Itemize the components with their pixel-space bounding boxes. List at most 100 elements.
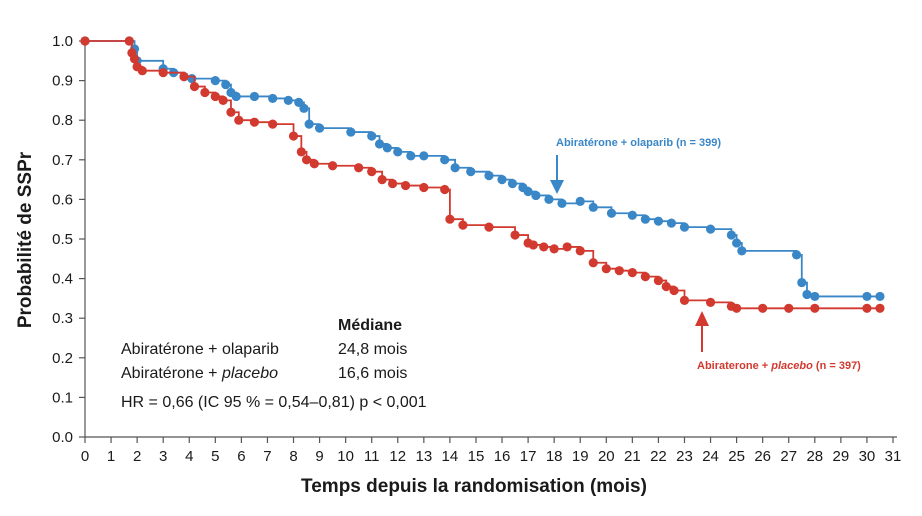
y-tick-label: 0.7 bbox=[52, 152, 73, 169]
censor-point bbox=[382, 143, 392, 153]
censor-point bbox=[210, 76, 220, 86]
censor-point bbox=[288, 131, 299, 141]
censor-point bbox=[221, 79, 231, 90]
censor-point bbox=[679, 222, 690, 232]
censor-point bbox=[377, 175, 387, 185]
series-layer bbox=[80, 36, 885, 313]
censor-point bbox=[328, 161, 338, 171]
censor-point bbox=[627, 268, 637, 278]
censor-point bbox=[249, 91, 260, 102]
censor-point bbox=[268, 119, 278, 129]
censor-point bbox=[507, 178, 518, 189]
censor-point bbox=[705, 297, 716, 307]
censor-point bbox=[249, 117, 260, 127]
censor-point bbox=[791, 250, 802, 260]
y-tick-label: 0.2 bbox=[52, 350, 73, 367]
x-tick-label: 9 bbox=[315, 448, 323, 465]
censor-point bbox=[440, 184, 450, 195]
censor-point bbox=[419, 182, 429, 193]
censor-point bbox=[367, 167, 377, 177]
censor-point bbox=[440, 155, 450, 165]
x-tick-label: 29 bbox=[833, 448, 850, 465]
x-tick-label: 25 bbox=[728, 448, 745, 465]
x-tick-label: 15 bbox=[468, 448, 485, 465]
censor-point bbox=[124, 36, 134, 46]
censor-point bbox=[705, 224, 716, 234]
x-tick-label: 0 bbox=[81, 448, 89, 465]
censor-point bbox=[601, 264, 611, 274]
series-line-0 bbox=[85, 40, 880, 298]
x-tick-label: 6 bbox=[237, 448, 245, 465]
censor-point bbox=[669, 285, 679, 296]
censor-point bbox=[387, 178, 398, 189]
censor-point bbox=[875, 303, 885, 313]
censor-point bbox=[544, 194, 554, 204]
censor-point bbox=[614, 266, 624, 276]
censor-point bbox=[784, 303, 794, 313]
legend-placebo-italic: placebo bbox=[221, 365, 278, 382]
placebo-arrow bbox=[695, 311, 709, 352]
censor-point bbox=[549, 244, 559, 254]
placebo-series-label-italic: placebo bbox=[770, 360, 813, 372]
censor-point bbox=[862, 291, 872, 302]
legend-placebo: Abiratérone + placebo bbox=[121, 365, 278, 382]
y-tick-label: 0.3 bbox=[52, 310, 73, 327]
censor-point bbox=[523, 186, 533, 197]
x-tick-label: 26 bbox=[754, 448, 771, 465]
censor-point bbox=[737, 246, 747, 256]
censor-point bbox=[510, 230, 520, 240]
censor-point bbox=[875, 291, 885, 302]
censor-point bbox=[314, 123, 325, 133]
x-tick-label: 23 bbox=[676, 448, 693, 465]
x-tick-label: 12 bbox=[389, 448, 406, 465]
censor-point bbox=[802, 289, 812, 300]
olaparib-arrow bbox=[550, 155, 564, 194]
x-tick-label: 20 bbox=[598, 448, 615, 465]
axes: 0.00.10.20.30.40.50.60.70.80.91.00 1 2 3 4 5 6… bbox=[52, 33, 901, 465]
y-tick-label: 0.6 bbox=[52, 191, 73, 208]
x-tick-label: 10 bbox=[337, 448, 354, 465]
legend-placebo-pre: Abiratérone + bbox=[121, 365, 222, 382]
censor-point bbox=[80, 36, 90, 46]
median-placebo: 16,6 mois bbox=[338, 365, 407, 382]
censor-point bbox=[497, 175, 507, 185]
censor-point bbox=[653, 275, 664, 286]
x-tick-label: 21 bbox=[624, 448, 641, 465]
censor-point bbox=[726, 230, 737, 240]
x-tick-label: 18 bbox=[546, 448, 563, 465]
censor-point bbox=[562, 242, 572, 252]
censor-point bbox=[210, 91, 220, 102]
x-tick-label: 24 bbox=[702, 448, 719, 465]
x-tick-label: 31 bbox=[885, 448, 902, 465]
placebo-series-label-pre: Abiraterone + bbox=[697, 360, 771, 372]
censor-point bbox=[200, 87, 210, 98]
y-tick-label: 0.8 bbox=[52, 112, 73, 129]
censor-point bbox=[296, 147, 306, 157]
x-tick-label: 28 bbox=[806, 448, 823, 465]
censor-point bbox=[189, 81, 200, 92]
censor-point bbox=[294, 97, 304, 107]
censor-point bbox=[627, 210, 637, 220]
censor-point bbox=[367, 131, 377, 141]
censor-point bbox=[640, 272, 650, 282]
x-tick-label: 8 bbox=[289, 448, 297, 465]
censor-point bbox=[810, 291, 820, 302]
censor-point bbox=[588, 258, 598, 268]
censor-point bbox=[539, 242, 549, 252]
x-tick-label: 22 bbox=[650, 448, 667, 465]
censor-point bbox=[304, 119, 314, 129]
censor-point bbox=[137, 66, 147, 76]
x-tick-label: 7 bbox=[263, 448, 271, 465]
censor-point bbox=[466, 167, 476, 177]
x-tick-label: 5 bbox=[211, 448, 219, 465]
censor-point bbox=[484, 222, 494, 232]
censor-point bbox=[732, 238, 742, 248]
censor-point bbox=[406, 151, 416, 161]
x-axis-title: Temps depuis la randomisation (mois) bbox=[301, 476, 647, 497]
y-tick-label: 0.4 bbox=[52, 271, 73, 288]
censor-point bbox=[732, 303, 742, 313]
placebo-series-label-post: (n = 397) bbox=[813, 360, 861, 372]
censor-point bbox=[810, 303, 820, 313]
x-tick-label: 27 bbox=[780, 448, 797, 465]
censor-point bbox=[797, 277, 807, 288]
